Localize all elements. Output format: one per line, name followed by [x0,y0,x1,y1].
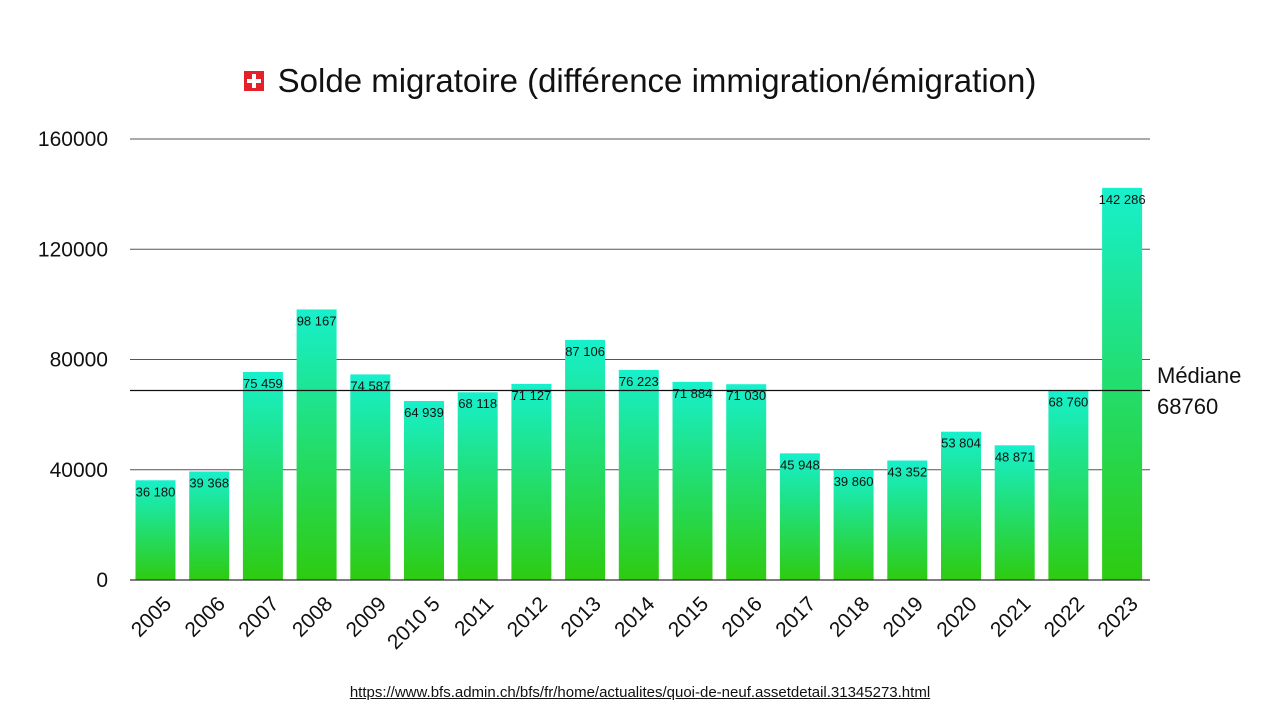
x-tick-label: 2007 [234,592,283,641]
data-label: 71 127 [512,388,552,403]
data-label: 36 180 [136,484,176,499]
x-tick-label: 2019 [879,592,928,641]
source-link[interactable]: https://www.bfs.admin.ch/bfs/fr/home/act… [349,684,931,701]
x-tick-label: 2020 [932,592,981,641]
bar-2017 [779,453,820,580]
bar-2006 [189,471,230,580]
bar-2016 [726,384,767,580]
x-tick-label: 2022 [1040,592,1089,641]
bar-2014 [618,369,659,580]
bar-2015 [672,381,713,580]
x-tick-label: 2016 [718,592,767,641]
y-tick-label: 0 [96,569,108,592]
x-tick-label: 2009 [342,592,391,641]
data-label: 71 030 [726,388,766,403]
y-tick-label: 80000 [50,349,108,372]
bar-2008 [296,309,337,580]
x-tick-label: 2014 [610,592,660,642]
x-tick-label: 2011 [450,592,498,640]
y-tick-label: 160000 [38,128,108,151]
data-label: 39 860 [834,474,874,489]
bars [135,187,1143,580]
data-label: 142 286 [1099,192,1146,207]
data-label: 53 804 [941,436,981,451]
x-tick-label: 2015 [664,592,713,641]
bar-2007 [242,372,283,580]
chart-title-row: Solde migratoire (différence immigration… [0,62,1280,100]
data-label: 98 167 [297,313,337,328]
data-label: 68 760 [1049,394,1089,409]
x-tick-label: 2006 [181,592,230,641]
data-label: 71 884 [673,386,713,401]
bar-2011 [457,392,498,580]
bar-2010-5 [404,401,444,580]
data-label: 68 118 [458,396,497,411]
bar-2023 [1102,187,1143,580]
data-label: 74 587 [350,378,390,393]
data-label: 76 223 [619,374,659,389]
data-label: 39 368 [189,475,229,490]
x-tick-label: 2021 [986,592,1035,641]
median-line-group: Médiane 68760 [130,363,1241,419]
x-tick-label: 2023 [1093,592,1142,641]
y-tick-label: 120000 [38,238,108,261]
x-tick-label: 2012 [503,592,552,641]
bar-2005 [135,480,176,580]
bar-2012 [511,383,552,580]
bar-2022 [1048,390,1089,580]
data-label: 87 106 [565,344,605,359]
x-tick-label: 2017 [771,592,820,641]
data-label: 48 871 [995,449,1035,464]
bar-2009 [350,374,391,580]
data-labels: 36 180 39 368 75 459 98 167 74 587 64 939 68 1… [136,192,1146,499]
bar-2019 [887,460,928,580]
y-tick-label: 40000 [50,459,108,482]
x-tick-label: 2008 [288,592,337,641]
median-label: Médiane [1157,363,1241,388]
data-label: 75 459 [243,376,283,391]
x-tick-label: 2018 [825,592,874,641]
x-tick-label: 2013 [556,592,605,641]
bar-2021 [994,445,1035,580]
x-tick-label: 2005 [127,592,176,641]
bar-2020 [941,431,981,580]
x-tick-label: 2010 5 [383,592,445,654]
bar-2013 [565,339,606,580]
swiss-flag-icon [243,71,264,91]
bar-2018 [833,470,874,580]
chart-title: Solde migratoire (différence immigration… [277,62,1037,99]
data-label: 64 939 [404,405,444,420]
data-label: 43 352 [887,465,927,480]
data-label: 45 948 [780,457,820,472]
median-value: 68760 [1157,394,1218,419]
